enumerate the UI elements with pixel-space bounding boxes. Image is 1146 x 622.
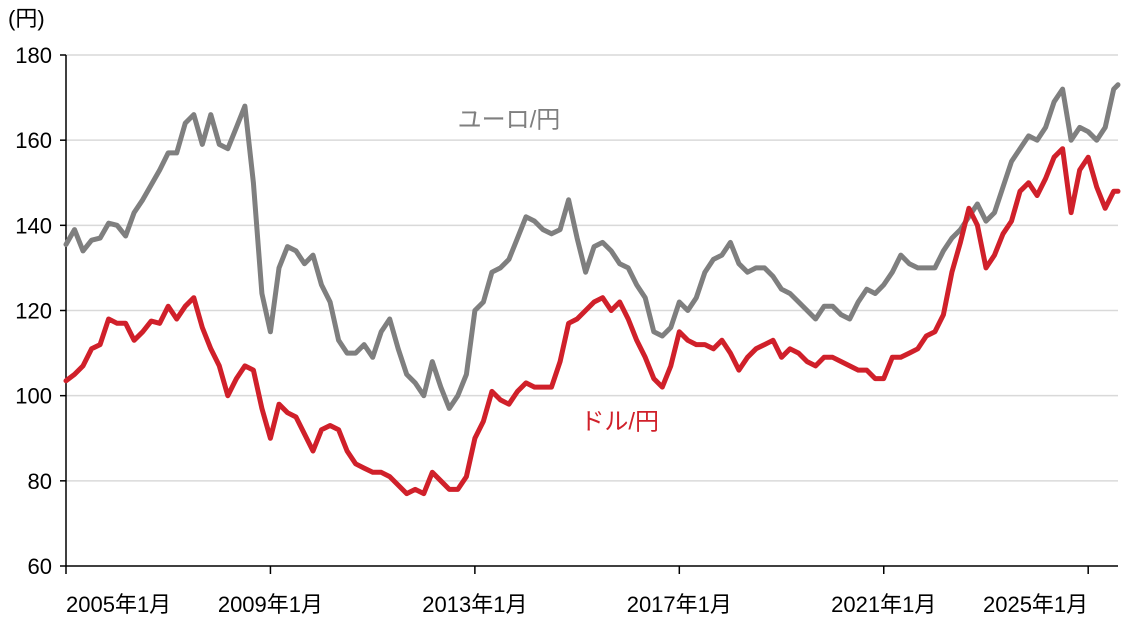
x-tick-label: 2021年1月 <box>831 592 936 617</box>
gridlines <box>66 54 1118 482</box>
series-label-eur-jpy: ユーロ/円 <box>458 106 561 133</box>
y-tick-label: 80 <box>28 469 52 494</box>
y-tick-label: 140 <box>15 213 52 238</box>
y-axis-unit-label: (円) <box>8 6 45 31</box>
series-line-eur-jpy <box>63 82 1121 411</box>
y-tick-label: 180 <box>15 43 52 68</box>
series-label-usd-jpy: ドル/円 <box>580 409 659 436</box>
x-tick-label: 2013年1月 <box>422 592 527 617</box>
x-tick-label: 2005年1月 <box>66 592 171 617</box>
series-line-usd-jpy <box>63 146 1121 497</box>
x-tick-label: 2025年1月 <box>983 592 1088 617</box>
y-tick-label: 100 <box>15 384 52 409</box>
y-tick-label: 60 <box>28 554 52 579</box>
series-lines <box>63 82 1121 497</box>
axes <box>60 54 1118 574</box>
x-tick-label: 2009年1月 <box>218 592 323 617</box>
x-tick-label: 2017年1月 <box>627 592 732 617</box>
labels: 60 80 100 120 140 160 180 (円) 2005年1月 2009年1月 2013… <box>8 6 1088 617</box>
y-tick-label: 160 <box>15 128 52 153</box>
y-tick-label: 120 <box>15 299 52 324</box>
